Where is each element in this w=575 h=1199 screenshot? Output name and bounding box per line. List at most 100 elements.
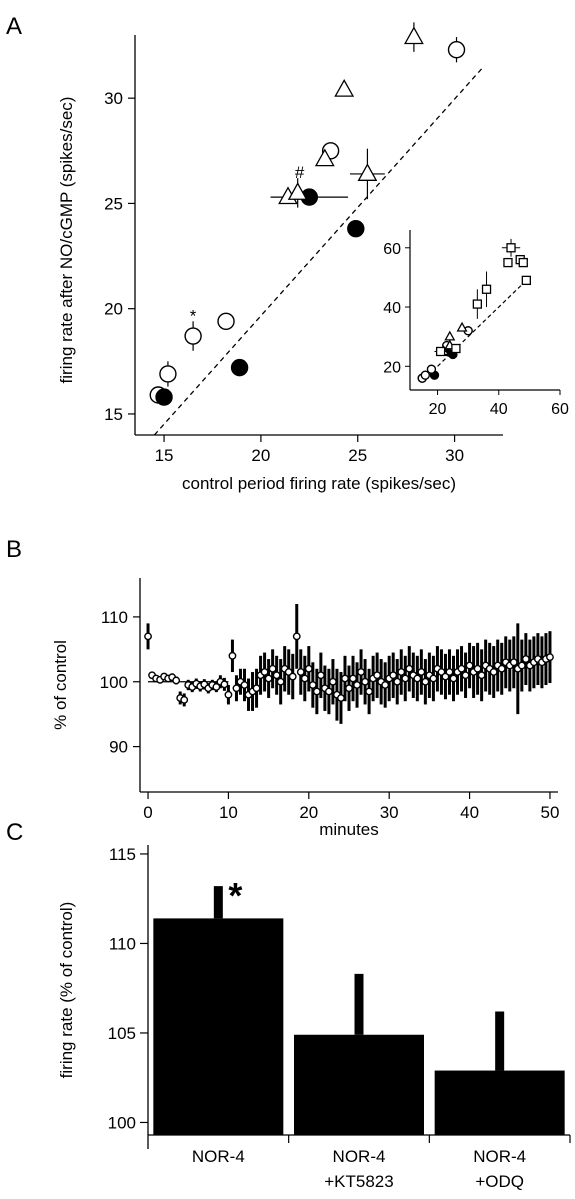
x-tick-label: 25	[348, 446, 367, 465]
data-point	[365, 687, 373, 696]
panel-b-timecourse: 0 10 20 30 40 50 90 100 110 minutes % of control	[51, 578, 559, 839]
x-tick-label: 30	[445, 446, 464, 465]
data-point	[445, 668, 454, 676]
data-point	[292, 632, 301, 641]
data-point	[155, 388, 173, 406]
inset-data-point	[518, 257, 528, 268]
inset-data-point	[503, 257, 513, 268]
inset-data-point	[444, 330, 456, 341]
data-point	[497, 664, 506, 673]
data-point	[172, 676, 181, 685]
data-point	[276, 677, 285, 686]
data-point	[312, 687, 321, 696]
category-label-line2: +ODQ	[475, 1172, 524, 1191]
category-label-line2: +KT5823	[324, 1172, 393, 1191]
bar	[434, 1070, 565, 1135]
inset-data-point	[481, 284, 492, 294]
panel-letter-c: C	[6, 819, 23, 846]
y-tick-label: 100	[108, 1113, 136, 1132]
data-point	[477, 671, 486, 680]
y-tick-label: 15	[104, 405, 123, 424]
bar	[153, 918, 284, 1135]
y-tick-label: 25	[104, 194, 123, 213]
panel-a-scatter: 15 20 25 30 15 20 25 30 control period firing ra…	[57, 22, 503, 493]
annotation: #	[295, 163, 305, 182]
data-point	[403, 26, 424, 45]
data-point	[401, 674, 410, 683]
panel-a-inset: 20 40 60 20 40 60	[383, 230, 569, 418]
data-point	[373, 671, 382, 680]
data-point	[252, 684, 261, 693]
data-point	[509, 658, 518, 667]
x-tick-label: 15	[155, 446, 174, 465]
data-point	[461, 671, 470, 680]
y-tick-label: 110	[109, 934, 136, 953]
data-point	[413, 674, 422, 683]
data-point	[300, 674, 309, 683]
inset-data-point	[435, 346, 446, 357]
data-point	[361, 677, 369, 686]
bar	[294, 1034, 424, 1135]
y-axis-label: % of control	[51, 640, 70, 730]
y-tick-label: 30	[104, 89, 123, 108]
inset-data-point	[521, 275, 531, 286]
data-point	[447, 41, 466, 59]
inset-x-tick-label: 20	[429, 401, 447, 418]
panel-letter-b: B	[6, 536, 22, 563]
data-point	[308, 681, 317, 689]
inset-data-point	[472, 299, 482, 309]
data-point	[144, 632, 152, 641]
data-point	[159, 365, 177, 383]
data-point	[357, 668, 365, 676]
x-tick-label: 40	[460, 803, 479, 822]
data-point	[287, 182, 308, 200]
data-point	[421, 677, 430, 686]
data-point	[217, 312, 235, 331]
y-tick-label: 20	[104, 300, 123, 319]
category-label: NOR-4	[192, 1147, 245, 1166]
data-point	[357, 163, 378, 181]
y-tick-label: 115	[109, 845, 136, 864]
category-label: NOR-4	[473, 1147, 526, 1166]
data-point	[334, 78, 355, 97]
data-point	[389, 671, 398, 680]
y-tick-label: 105	[108, 1024, 136, 1043]
data-point	[268, 664, 277, 673]
inset-data-point	[426, 364, 437, 374]
data-point	[184, 327, 202, 345]
data-point	[405, 664, 414, 673]
inset-data-point	[506, 243, 516, 253]
data-point	[417, 668, 426, 676]
y-axis-label: firing rate (% of control)	[57, 902, 76, 1079]
data-point	[393, 677, 402, 686]
data-point	[465, 661, 474, 670]
data-point	[517, 661, 526, 670]
y-axis-label: firing rate after NO/cGMP (spikes/sec)	[57, 97, 76, 384]
data-point	[240, 681, 249, 689]
inset-y-tick-label: 60	[383, 241, 401, 258]
x-tick-label: 30	[380, 803, 399, 822]
y-tick-label: 90	[109, 738, 128, 757]
x-axis-label: control period firing rate (spikes/sec)	[182, 474, 456, 493]
x-axis-label: minutes	[319, 820, 379, 839]
data-point	[228, 651, 237, 660]
data-point	[180, 696, 189, 704]
annotation: *	[190, 306, 197, 325]
panel-c-bar-chart: 100 105 110 115 firing rate (% of control) NO…	[57, 845, 571, 1191]
category-label: NOR-4	[333, 1147, 386, 1166]
data-point	[314, 148, 335, 167]
data-point	[345, 684, 353, 693]
data-point	[260, 668, 269, 676]
y-tick-label: 110	[101, 608, 128, 627]
data-point	[457, 664, 466, 673]
data-point	[349, 674, 357, 683]
data-point	[304, 664, 313, 673]
data-point	[316, 671, 325, 680]
inset-y-tick-label: 20	[383, 359, 401, 376]
data-point	[353, 681, 361, 689]
data-point	[325, 687, 333, 696]
inset-data-point	[451, 343, 461, 354]
data-point	[272, 671, 281, 680]
data-point	[473, 664, 482, 673]
